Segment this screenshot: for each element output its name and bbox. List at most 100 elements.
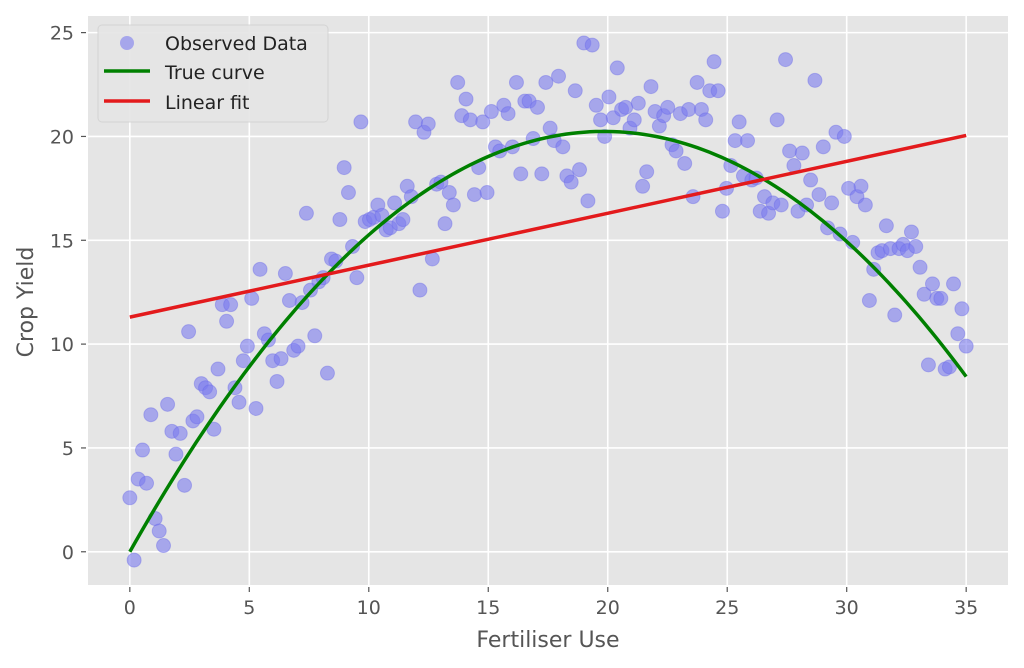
observed-data-point xyxy=(151,523,167,539)
observed-data-point xyxy=(298,205,314,221)
observed-data-point xyxy=(912,259,928,275)
observed-data-point xyxy=(210,361,226,377)
observed-data-point xyxy=(508,74,524,90)
observed-data-point xyxy=(126,552,142,568)
observed-data-point xyxy=(177,477,193,493)
observed-data-point xyxy=(740,133,756,149)
observed-data-point xyxy=(223,297,239,313)
observed-data-point xyxy=(542,120,558,136)
observed-data-point xyxy=(349,270,365,286)
observed-data-point xyxy=(635,178,651,194)
observed-data-point xyxy=(319,365,335,381)
observed-data-point xyxy=(731,114,747,130)
observed-data-point xyxy=(336,160,352,176)
observed-data-point xyxy=(244,290,260,306)
observed-data-point xyxy=(778,52,794,68)
observed-data-point xyxy=(853,178,869,194)
observed-data-point xyxy=(139,475,155,491)
y-tick-label: 0 xyxy=(62,542,74,564)
observed-data-point xyxy=(529,99,545,115)
observed-data-point xyxy=(630,95,646,111)
observed-data-point xyxy=(466,187,482,203)
observed-data-point xyxy=(168,446,184,462)
legend-label-linear-fit: Linear fit xyxy=(165,92,250,114)
observed-data-point xyxy=(710,83,726,99)
observed-data-point xyxy=(643,79,659,95)
observed-data-point xyxy=(941,359,957,375)
observed-data-point xyxy=(122,490,138,506)
observed-data-point xyxy=(660,99,676,115)
observed-data-point xyxy=(811,187,827,203)
observed-data-point xyxy=(954,301,970,317)
observed-data-point xyxy=(458,91,474,107)
legend-marker-observed xyxy=(120,36,134,50)
observed-data-point xyxy=(803,172,819,188)
observed-data-point xyxy=(340,185,356,201)
observed-data-point xyxy=(857,197,873,213)
x-tick-label: 10 xyxy=(357,597,381,619)
observed-data-point xyxy=(584,37,600,53)
observed-data-point xyxy=(580,193,596,209)
observed-data-point xyxy=(773,197,789,213)
x-axis-ticks: 0 5 10 15 20 25 30 35 xyxy=(124,587,978,619)
y-axis-ticks: 0 5 10 15 20 25 xyxy=(50,23,86,564)
observed-data-point xyxy=(412,282,428,298)
observed-data-point xyxy=(626,112,642,128)
observed-data-point xyxy=(727,133,743,149)
observed-data-point xyxy=(618,99,634,115)
y-tick-label: 25 xyxy=(50,23,74,45)
observed-data-point xyxy=(231,394,247,410)
y-tick-label: 15 xyxy=(50,230,74,252)
observed-data-point xyxy=(181,324,197,340)
observed-data-point xyxy=(668,143,684,159)
observed-data-point xyxy=(555,139,571,155)
observed-data-point xyxy=(277,266,293,282)
x-axis-label: Fertiliser Use xyxy=(476,628,619,653)
observed-data-point xyxy=(861,293,877,308)
observed-data-point xyxy=(202,384,218,400)
x-tick-label: 0 xyxy=(124,597,136,619)
observed-data-point xyxy=(345,239,361,255)
observed-data-point xyxy=(794,145,810,161)
observed-data-point xyxy=(538,74,554,90)
observed-data-point xyxy=(156,538,172,554)
observed-data-point xyxy=(420,116,436,132)
legend-box xyxy=(97,24,329,123)
observed-data-point xyxy=(248,400,264,416)
observed-data-point xyxy=(395,212,411,228)
observed-data-point xyxy=(878,218,894,234)
observed-data-point xyxy=(551,68,567,84)
y-axis-label: Crop Yield xyxy=(14,247,39,358)
observed-data-point xyxy=(950,326,966,342)
observed-data-point xyxy=(916,286,932,302)
observed-data-point xyxy=(252,261,268,277)
observed-data-point xyxy=(887,307,903,323)
observed-data-point xyxy=(807,72,823,88)
y-tick-label: 10 xyxy=(50,334,74,356)
observed-data-point xyxy=(769,112,785,128)
observed-data-point xyxy=(601,89,617,105)
observed-data-point xyxy=(681,101,697,117)
x-tick-label: 15 xyxy=(476,597,500,619)
observed-data-point xyxy=(239,338,255,354)
observed-data-point xyxy=(815,139,831,155)
observed-data-point xyxy=(588,97,604,113)
observed-data-point xyxy=(946,276,962,292)
observed-data-point xyxy=(450,74,466,90)
observed-data-point xyxy=(290,338,306,354)
observed-data-point xyxy=(441,185,457,201)
observed-data-point xyxy=(332,212,348,228)
observed-data-point xyxy=(143,407,159,423)
observed-data-point xyxy=(908,239,924,255)
observed-data-point xyxy=(160,396,176,412)
observed-data-point xyxy=(462,112,478,128)
x-tick-label: 5 xyxy=(243,597,255,619)
observed-data-point xyxy=(933,290,949,306)
observed-data-point xyxy=(189,409,205,425)
observed-data-point xyxy=(639,164,655,180)
observed-data-point xyxy=(172,425,188,441)
observed-data-point xyxy=(479,185,495,201)
observed-data-point xyxy=(534,166,550,182)
observed-data-point xyxy=(689,74,705,90)
